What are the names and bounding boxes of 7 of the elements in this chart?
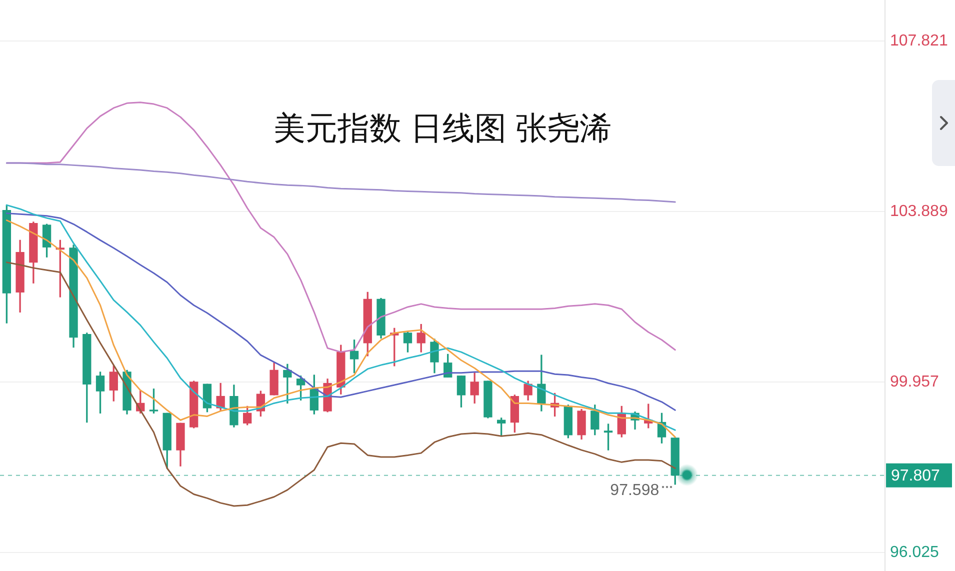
y-tick-label: 107.821 xyxy=(890,32,948,50)
y-tick-label: 103.889 xyxy=(890,203,948,220)
y-tick-label: 99.957 xyxy=(890,374,940,391)
text: 美元指数 日线图 张尧浠 xyxy=(272,109,612,148)
ref-line-label: 97.807 xyxy=(891,468,940,485)
y-tick-label: 96.025 xyxy=(890,544,940,561)
annotation: 97.598 xyxy=(610,482,660,499)
